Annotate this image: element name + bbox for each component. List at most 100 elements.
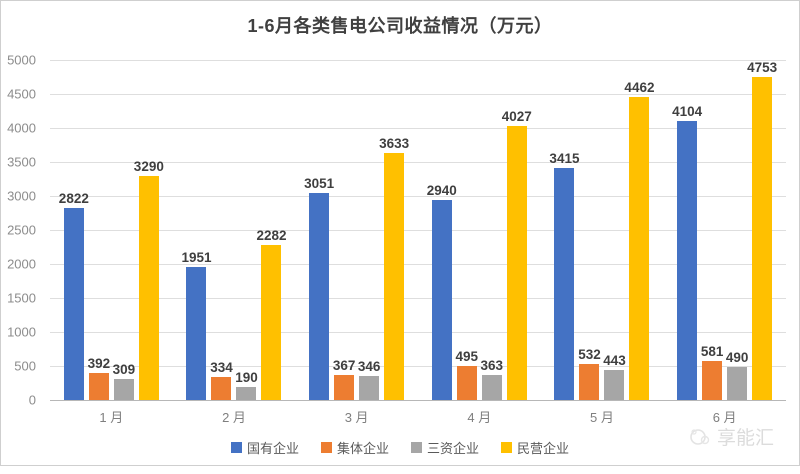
bar-group-month-3: 3051 367 346 3633: [304, 60, 409, 400]
legend-item: 民营企业: [501, 438, 569, 457]
bar-value-label: 490: [725, 349, 749, 365]
bar-group-month-6: 4104 581 490 4753: [672, 60, 777, 400]
bar-value-label: 3633: [379, 135, 410, 151]
grid-line: [50, 298, 786, 299]
bar-value-label: 363: [480, 358, 504, 374]
grid-line: [50, 366, 786, 367]
legend-swatch: [230, 442, 242, 453]
y-tick-label: 2500: [7, 222, 36, 238]
y-tick-label: 5000: [7, 52, 36, 68]
watermark-label: 享能汇: [716, 428, 774, 449]
bar-group-month-2: 1951 334 190 2282: [181, 60, 287, 400]
bar: 4462: [624, 80, 654, 400]
bar: 581: [701, 344, 723, 400]
bars-row: 2822 392 309 3290 1951 334 190 2282 3051 367 346 36…: [50, 60, 786, 400]
y-tick-label: 2000: [7, 256, 36, 272]
bar: 443: [603, 353, 626, 400]
bar: 2822: [59, 191, 89, 400]
bar: 3633: [379, 136, 409, 400]
bar: 4104: [672, 104, 702, 400]
grid-line: [50, 162, 786, 163]
bar-value-label: 532: [578, 346, 601, 362]
y-tick-label: 1500: [7, 290, 36, 306]
x-tick-label: 6 月: [712, 410, 737, 425]
y-tick-label: 4500: [7, 86, 36, 102]
legend-item: 国有企业: [230, 438, 299, 457]
legend-label: 集体企业: [336, 441, 389, 456]
bar: 532: [578, 347, 601, 400]
y-tick-label: 3500: [7, 154, 36, 170]
y-tick-label: 0: [28, 392, 36, 408]
bar: 495: [456, 349, 478, 400]
bar-group-month-1: 2822 392 309 3290: [59, 60, 164, 400]
bar-value-label: 2940: [426, 183, 457, 199]
legend: 国有企业 集体企业 三资企业 民营企业: [0, 438, 800, 457]
legend-swatch: [411, 442, 422, 453]
grid-line: [50, 196, 786, 197]
bar-value-label: 4027: [501, 109, 532, 125]
bar-value-label: 309: [112, 362, 136, 377]
plot-area: 2822 392 309 3290 1951 334 190 2282 3051 367 346 36…: [50, 60, 786, 401]
x-axis: 1 月 2 月 3 月 4 月 5 月 6 月: [50, 407, 786, 426]
bar-value-label: 3051: [304, 175, 335, 191]
bar: 309: [113, 362, 135, 400]
bar: 1951: [181, 250, 212, 400]
bar: 2282: [256, 228, 287, 400]
bar: 2940: [427, 183, 457, 400]
y-tick-label: 4000: [7, 120, 36, 136]
bar-value-label: 3415: [549, 150, 580, 166]
x-tick-label: 2 月: [222, 410, 246, 425]
bar: 4027: [502, 109, 532, 400]
bar: 3290: [134, 159, 164, 400]
bar-value-label: 4104: [672, 103, 703, 119]
bar: 190: [235, 370, 258, 400]
grid-line: [50, 264, 786, 265]
legend-label: 国有企业: [246, 441, 299, 456]
bar-value-label: 334: [210, 360, 233, 376]
bar-value-label: 4462: [624, 79, 655, 95]
grid-line: [50, 230, 786, 231]
legend-label: 民营企业: [517, 441, 570, 456]
bar-value-label: 495: [455, 349, 479, 365]
grid-line: [50, 94, 786, 95]
bar: 3051: [304, 176, 334, 400]
xiangnenghui-logo-icon: [688, 425, 712, 449]
y-axis: 0 500 1000 1500 2000 2500 3000 3500 4000 4500 5000: [0, 53, 42, 408]
legend-label: 三资企业: [427, 441, 480, 456]
bar-value-label: 581: [700, 343, 724, 359]
y-tick-label: 3000: [7, 188, 36, 204]
bar-group-month-4: 2940 495 363 4027: [427, 60, 532, 400]
bar-value-label: 1951: [181, 250, 212, 266]
x-tick-label: 3 月: [344, 410, 369, 425]
bar-value-label: 3290: [133, 159, 164, 175]
grid-line: [50, 128, 786, 129]
chart-title: 1-6月各类售电公司收益情况（万元）: [247, 16, 553, 36]
bar: 334: [210, 360, 233, 400]
bar-group-month-5: 3415 532 443 4462: [549, 60, 654, 400]
bar-value-label: 443: [603, 352, 626, 368]
bar-value-label: 2822: [58, 191, 89, 207]
legend-swatch: [501, 442, 513, 453]
bar: 3415: [549, 151, 579, 400]
legend-swatch: [320, 442, 332, 453]
bar-value-label: 346: [357, 359, 381, 375]
y-tick-label: 1000: [7, 324, 36, 340]
x-tick-label: 5 月: [590, 410, 614, 425]
legend-item: 三资企业: [411, 438, 479, 457]
grid-line: [50, 332, 786, 333]
bar-value-label: 367: [332, 358, 356, 374]
bar: 346: [358, 359, 380, 400]
bar: 392: [88, 356, 110, 400]
bar: 363: [481, 358, 503, 400]
grid-line: [50, 400, 786, 401]
bar: 367: [333, 358, 355, 400]
grid-line: [50, 60, 786, 61]
bar-value-label: 4753: [747, 59, 778, 75]
x-tick-label: 4 月: [467, 410, 492, 425]
legend-item: 集体企业: [320, 438, 389, 457]
bar: 490: [726, 350, 748, 400]
bar-value-label: 392: [87, 356, 111, 372]
bar-value-label: 190: [235, 370, 258, 386]
bar-value-label: 2282: [256, 227, 287, 243]
